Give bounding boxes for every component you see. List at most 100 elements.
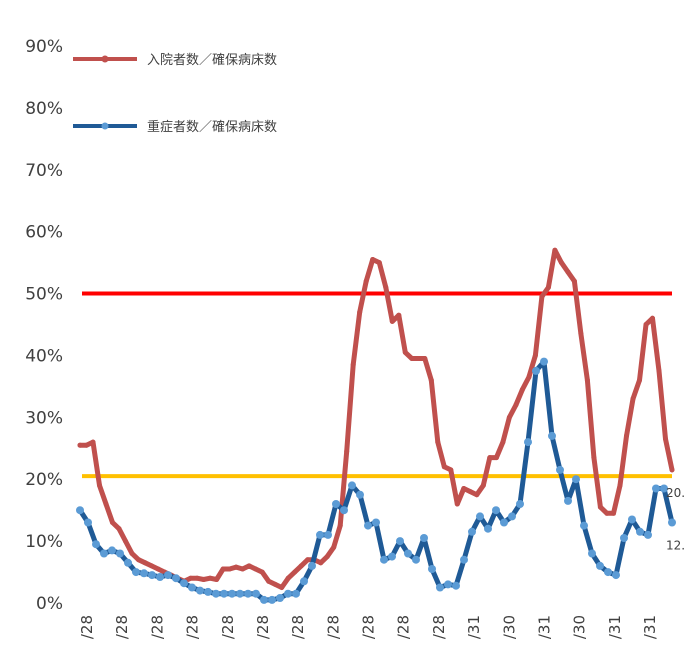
data-point [519,387,525,392]
data-point [652,484,660,493]
data-point [380,555,388,564]
data-point [571,278,577,284]
data-point [370,257,376,262]
data-point [124,558,132,567]
data-point [253,566,259,572]
data-point [476,512,484,521]
data-point [548,431,556,440]
data-point [422,356,428,361]
data-point [396,537,404,546]
data-point [420,534,428,542]
data-point [233,564,239,570]
data-point [129,551,135,556]
data-point [364,521,372,530]
data-point [493,455,499,461]
y-tick-label: 10% [25,532,63,552]
data-point [468,527,476,536]
x-tick-label: /28 [184,615,202,639]
data-point [624,433,629,439]
x-tick-label: /28 [254,615,272,639]
data-point [279,585,285,590]
data-point [620,534,628,542]
data-point [272,581,278,587]
data-point [227,566,233,572]
data-point [172,574,180,583]
data-point [500,439,506,445]
data-point [298,563,304,569]
data-point [580,521,588,530]
data-point [357,309,363,315]
data-point [448,467,454,473]
data-point [214,577,220,582]
y-tick-label: 40% [25,346,63,366]
data-point [149,563,155,569]
data-point [276,594,284,602]
data-point [636,527,644,536]
data-point [266,578,272,584]
legend-marker-admissions [101,55,109,63]
data-point [650,315,655,321]
data-point [484,524,492,533]
data-point [252,589,260,598]
data-point [201,577,207,582]
data-label: 12. [666,539,685,553]
data-point [409,356,415,361]
data-point [331,544,337,550]
data-point [532,352,538,358]
data-point [148,571,156,580]
data-point [480,482,486,488]
data-point [591,455,597,461]
data-point [630,396,636,402]
x-tick-label: /28 [78,615,96,639]
data-point [461,486,467,491]
data-point [300,577,308,586]
data-point [604,510,610,516]
data-point [545,284,551,290]
data-point [324,554,330,560]
data-point [356,490,364,499]
data-point [578,331,584,337]
x-tick-label: /31 [535,615,553,639]
data-point [660,484,668,493]
data-point [285,575,291,581]
data-point [316,530,324,539]
x-tick-label: /28 [395,615,413,639]
data-point [508,512,516,521]
x-tick-label: /28 [113,615,131,639]
data-point [435,439,441,445]
data-point [428,377,434,383]
data-point [611,510,616,516]
y-tick-label: 90% [25,37,63,57]
data-point [412,555,420,564]
data-point [324,530,332,539]
reference-lines [82,291,672,479]
data-point [402,349,408,355]
y-tick-label: 0% [36,594,63,614]
data-point [428,565,436,573]
data-point [116,549,124,558]
data-point [90,439,96,445]
legend: 入院者数／確保病床数 重症者数／確保病床数 [73,52,277,135]
y-tick-label: 20% [25,470,63,490]
data-point [236,589,244,598]
data-point [444,580,452,589]
data-point [376,260,382,266]
data-point [564,496,572,505]
data-point [76,506,84,515]
y-axis: 0% 10% 20% 30% 40% 50% 60% 70% 80% 90% [25,37,63,614]
data-point [668,518,676,527]
data-point [460,555,468,564]
data-point [228,589,236,598]
data-point [116,526,122,532]
legend-item-severe: 重症者数／確保病床数 [73,119,277,135]
data-point [103,501,109,507]
data-point [532,366,540,375]
data-point [136,557,141,563]
data-point [108,546,116,555]
data-point [637,377,642,383]
data-point [259,569,265,575]
data-point [500,518,508,527]
data-point [441,464,447,470]
data-point [628,515,636,524]
data-point [396,312,402,318]
